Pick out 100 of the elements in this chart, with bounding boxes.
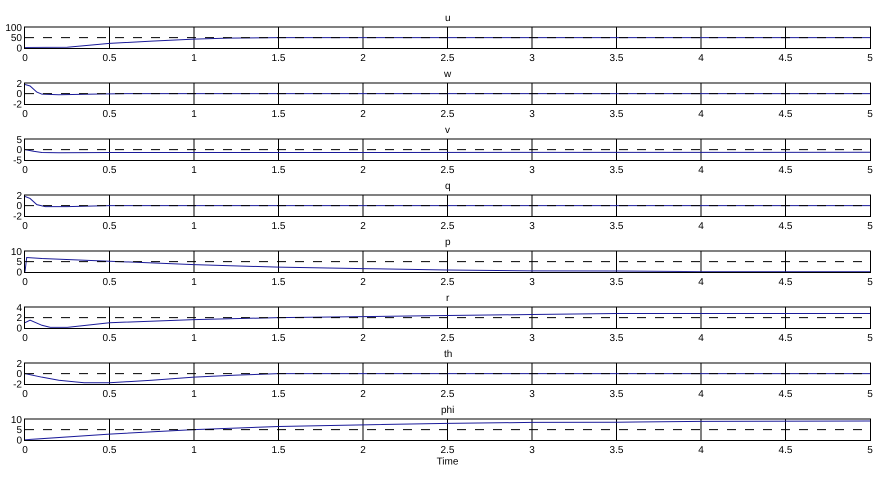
x-tick-label: 5 — [867, 164, 874, 176]
y-tick-label: 0 — [16, 323, 22, 334]
x-tick-label: 0.5 — [102, 444, 117, 456]
y-tick-label: 0 — [16, 145, 22, 156]
chart-title: th — [444, 349, 452, 360]
x-tick-label: 0.5 — [102, 276, 117, 288]
x-tick-label: 2 — [360, 332, 366, 344]
x-tick-label: 4 — [698, 52, 704, 64]
x-tick-label: 2 — [360, 388, 366, 400]
x-tick-label: 1 — [191, 220, 198, 232]
x-tick-label: 1 — [191, 388, 198, 400]
x-axis-title: Time — [436, 456, 459, 468]
x-tick-label: 1 — [191, 276, 198, 288]
x-tick-label: 4 — [698, 332, 704, 344]
x-tick-label: 4.5 — [778, 164, 793, 176]
x-tick-label: 3 — [529, 276, 536, 288]
x-tick-label: 1.5 — [272, 444, 286, 456]
x-tick-label: 3 — [529, 332, 536, 344]
x-tick-label: 2.5 — [440, 52, 455, 64]
x-tick-label: 2.5 — [440, 164, 455, 176]
chart-title: p — [445, 237, 451, 248]
x-tick-label: 4 — [698, 164, 704, 176]
x-tick-label: 3 — [529, 388, 536, 400]
x-tick-label: 2.5 — [440, 388, 455, 400]
y-tick-label: 2 — [16, 190, 22, 202]
y-tick-label: 4 — [16, 302, 22, 314]
x-tick-label: 1.5 — [272, 388, 286, 400]
y-tick-label: 0 — [16, 369, 22, 380]
x-tick-label: 5 — [867, 332, 874, 344]
x-tick-label: 4.5 — [778, 332, 793, 344]
x-tick-label: 0.5 — [102, 220, 117, 232]
x-tick-label: 3.5 — [610, 220, 624, 232]
x-tick-label: 3 — [529, 52, 536, 64]
y-tick-label: 0 — [16, 267, 22, 278]
x-tick-label: 2.5 — [440, 220, 455, 232]
line-series — [25, 257, 870, 272]
x-tick-label: 4 — [698, 108, 704, 120]
y-tick-label: 50 — [10, 33, 22, 44]
x-tick-label: 5 — [867, 444, 874, 456]
x-tick-label: 3 — [529, 164, 536, 176]
x-tick-label: 2.5 — [440, 108, 455, 120]
x-tick-label: 2.5 — [440, 332, 455, 344]
x-tick-label: 2.5 — [440, 444, 455, 456]
y-tick-label: 0 — [16, 201, 22, 212]
x-tick-label: 5 — [867, 108, 874, 120]
x-tick-label: 2 — [360, 444, 366, 456]
y-tick-label: -5 — [13, 155, 22, 166]
x-tick-label: 1 — [191, 444, 198, 456]
x-tick-label: 1.5 — [272, 108, 286, 120]
x-tick-label: 2 — [360, 276, 366, 288]
x-tick-label: 0.5 — [102, 52, 117, 64]
y-tick-label: 0 — [16, 89, 22, 100]
x-tick-label: 3.5 — [610, 388, 624, 400]
x-tick-label: 3.5 — [610, 332, 624, 344]
chart-title: phi — [441, 405, 454, 416]
x-tick-label: 3 — [529, 108, 536, 120]
x-tick-label: 4 — [698, 220, 704, 232]
y-tick-label: 5 — [16, 257, 22, 268]
x-tick-label: 2.5 — [440, 276, 455, 288]
x-tick-label: 1 — [191, 164, 198, 176]
x-tick-label: 4.5 — [778, 108, 793, 120]
x-tick-label: 3.5 — [610, 164, 624, 176]
y-tick-label: 0 — [16, 43, 22, 54]
x-tick-label: 0.5 — [102, 164, 117, 176]
y-tick-label: 0 — [16, 435, 22, 446]
x-tick-label: 1 — [191, 52, 198, 64]
x-tick-label: 5 — [867, 276, 874, 288]
x-tick-label: 3.5 — [610, 52, 624, 64]
x-tick-label: 3.5 — [610, 276, 624, 288]
x-tick-label: 2 — [360, 164, 366, 176]
y-tick-label: 5 — [16, 134, 22, 146]
x-tick-label: 1.5 — [272, 52, 286, 64]
x-tick-label: 1.5 — [272, 332, 286, 344]
line-series — [25, 313, 870, 328]
x-tick-label: 4 — [698, 276, 704, 288]
y-tick-label: -2 — [13, 211, 22, 222]
x-tick-label: 3 — [529, 220, 536, 232]
chart-title: u — [445, 13, 451, 24]
y-tick-label: -2 — [13, 379, 22, 390]
x-tick-label: 4.5 — [778, 220, 793, 232]
x-tick-label: 0.5 — [102, 388, 117, 400]
x-tick-label: 5 — [867, 52, 874, 64]
line-series — [25, 420, 870, 440]
x-tick-label: 4.5 — [778, 276, 793, 288]
x-tick-label: 2 — [360, 220, 366, 232]
chart-title: r — [446, 293, 450, 304]
y-tick-label: 10 — [10, 246, 22, 258]
x-tick-label: 0.5 — [102, 108, 117, 120]
y-tick-label: -2 — [13, 99, 22, 110]
x-tick-label: 1 — [191, 332, 198, 344]
x-tick-label: 5 — [867, 388, 874, 400]
x-tick-label: 4.5 — [778, 444, 793, 456]
x-tick-label: 3 — [529, 444, 536, 456]
chart-title: v — [445, 125, 450, 136]
x-tick-label: 1 — [191, 108, 198, 120]
x-tick-label: 5 — [867, 220, 874, 232]
y-tick-label: 100 — [5, 22, 22, 34]
x-tick-label: 2 — [360, 52, 366, 64]
x-tick-label: 0.5 — [102, 332, 117, 344]
x-tick-label: 4.5 — [778, 52, 793, 64]
